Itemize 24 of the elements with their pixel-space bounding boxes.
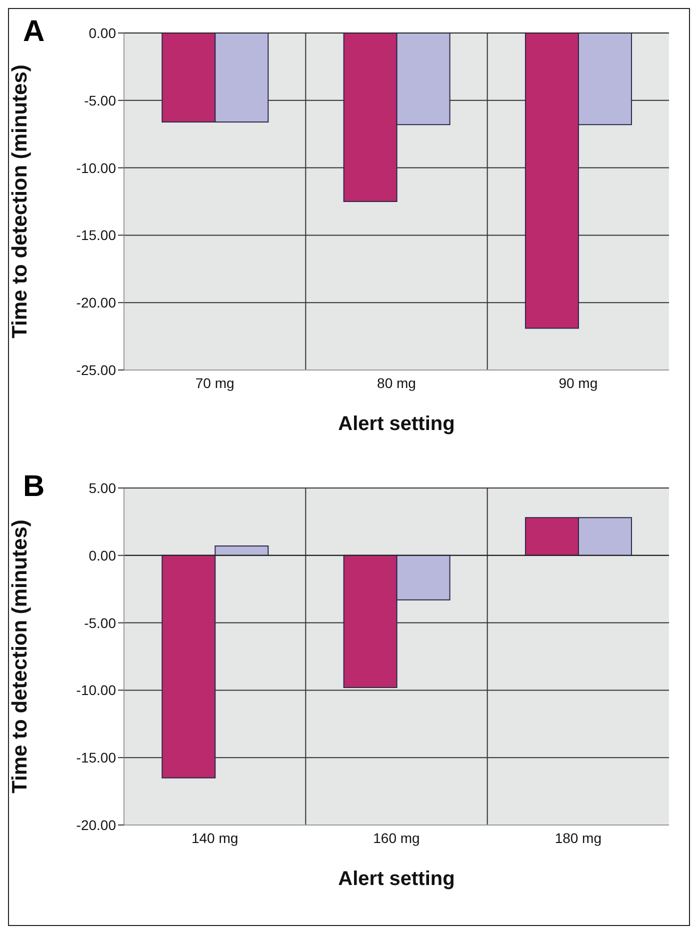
x-tick-label: 80 mg <box>377 374 416 391</box>
chart-title: A <box>23 15 45 49</box>
y-tick-label: -25.00 <box>76 362 116 378</box>
y-tick-label: -15.00 <box>76 750 116 766</box>
y-tick-label: -15.00 <box>76 227 116 244</box>
y-tick-label: -10.00 <box>76 160 116 176</box>
y-tick-label: -5.00 <box>84 92 116 108</box>
x-axis-title: Alert setting <box>338 868 455 890</box>
x-tick-label: 160 mg <box>373 830 420 846</box>
x-tick-label: 70 mg <box>195 374 234 391</box>
chart-title: B <box>23 470 45 504</box>
x-tick-label: 140 mg <box>191 830 238 846</box>
y-tick-label: -20.00 <box>76 294 116 311</box>
y-tick-label: 0.00 <box>88 24 116 41</box>
y-tick-label: -5.00 <box>84 614 116 631</box>
x-axis-title: Alert setting <box>338 413 455 435</box>
x-tick-label: 180 mg <box>554 830 602 846</box>
y-tick-label: -20.00 <box>76 816 116 833</box>
x-tick-label: 90 mg <box>558 374 598 391</box>
y-tick-label: -10.00 <box>76 682 116 698</box>
y-tick-label: 5.00 <box>88 480 116 496</box>
y-axis-title: Time to detection (minutes) <box>8 64 32 338</box>
y-axis-title: Time to detection (minutes) <box>8 520 32 794</box>
y-tick-label: 0.00 <box>88 547 116 564</box>
